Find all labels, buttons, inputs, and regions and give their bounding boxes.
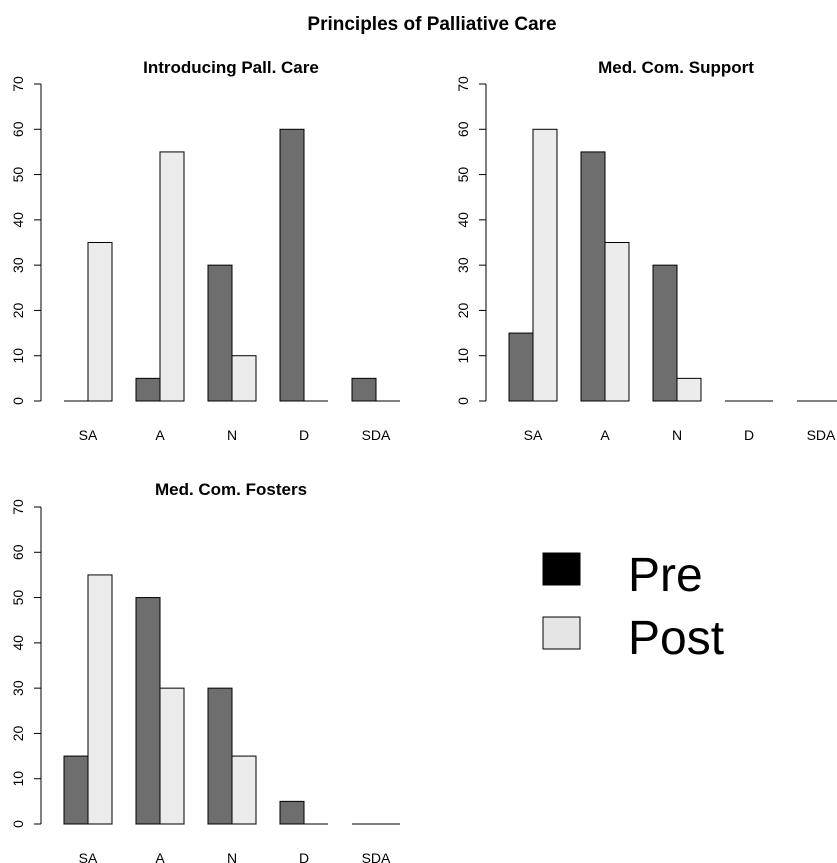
legend-swatch-pre (542, 552, 581, 586)
chart-panel: Med. Com. Fosters 0 10 20 30 40 50 60 70 SA A N D SDA (10, 480, 400, 863)
y-tick-label: 40 (455, 212, 471, 228)
y-tick-label: 60 (455, 121, 471, 137)
y-tick-label: 0 (10, 820, 26, 828)
y-tick-label: 10 (455, 348, 471, 364)
x-category-label: SA (79, 427, 98, 443)
legend: Pre Post (542, 549, 724, 665)
x-category-label: A (600, 427, 610, 443)
y-tick-label: 20 (455, 302, 471, 318)
bar-post-n (231, 755, 257, 825)
panel-title: Introducing Pall. Care (143, 58, 319, 77)
y-tick-label: 50 (10, 167, 26, 183)
y-tick-label: 20 (10, 302, 26, 318)
x-category-label: N (227, 850, 237, 863)
bar-pre-sda (351, 377, 377, 402)
bar-post-a (604, 242, 630, 402)
legend-swatch-post (542, 616, 581, 650)
y-tick-label: 30 (10, 257, 26, 273)
legend-label-post: Post (628, 612, 724, 665)
bar-pre-a (135, 597, 161, 825)
x-category-label: A (155, 850, 165, 863)
x-category-label: D (744, 427, 754, 443)
x-category-label: D (299, 427, 309, 443)
bar-post-a (159, 151, 185, 402)
chart-panels: Introducing Pall. Care 0 10 20 30 40 50 60 70 SA A… (10, 58, 837, 863)
bar-post-a (159, 687, 185, 825)
x-category-label: D (299, 850, 309, 863)
bar-pre-sa (63, 755, 89, 825)
y-tick-label: 30 (455, 257, 471, 273)
y-tick-label: 0 (455, 397, 471, 405)
y-tick-label: 70 (455, 76, 471, 92)
x-category-label: N (227, 427, 237, 443)
y-tick-label: 60 (10, 121, 26, 137)
y-tick-label: 50 (10, 590, 26, 606)
x-category-label: SDA (807, 427, 836, 443)
x-category-label: SA (79, 850, 98, 863)
legend-label-pre: Pre (628, 549, 703, 602)
chart-panel: Introducing Pall. Care 0 10 20 30 40 50 60 70 SA A… (10, 58, 400, 443)
y-tick-label: 40 (10, 212, 26, 228)
bar-pre-n (652, 264, 678, 402)
chart-panel: Med. Com. Support 0 10 20 30 40 50 60 70 SA A N D SDA (455, 58, 837, 443)
y-tick-label: 20 (10, 725, 26, 741)
y-tick-label: 0 (10, 397, 26, 405)
bar-pre-sa (508, 332, 534, 402)
bar-pre-a (580, 151, 606, 402)
x-category-label: SDA (362, 850, 391, 863)
y-tick-label: 70 (10, 76, 26, 92)
bar-pre-n (207, 264, 233, 402)
figure-title: Principles of Palliative Care (307, 14, 556, 35)
panel-title: Med. Com. Fosters (155, 480, 307, 499)
y-tick-label: 40 (10, 635, 26, 651)
y-tick-label: 70 (10, 499, 26, 515)
bar-post-sa (87, 242, 113, 402)
bar-post-n (676, 377, 702, 402)
bar-pre-d (279, 800, 305, 825)
bar-pre-a (135, 377, 161, 402)
y-tick-label: 50 (455, 167, 471, 183)
y-tick-label: 30 (10, 680, 26, 696)
x-category-label: SA (524, 427, 543, 443)
bar-post-sa (532, 128, 558, 402)
y-tick-label: 10 (10, 771, 26, 787)
y-tick-label: 10 (10, 348, 26, 364)
bar-pre-n (207, 687, 233, 825)
bar-pre-d (279, 128, 305, 402)
bar-post-sa (87, 574, 113, 825)
panel-title: Med. Com. Support (598, 58, 754, 77)
x-category-label: N (672, 427, 682, 443)
y-tick-label: 60 (10, 544, 26, 560)
bar-post-n (231, 355, 257, 402)
x-category-label: A (155, 427, 165, 443)
x-category-label: SDA (362, 427, 391, 443)
